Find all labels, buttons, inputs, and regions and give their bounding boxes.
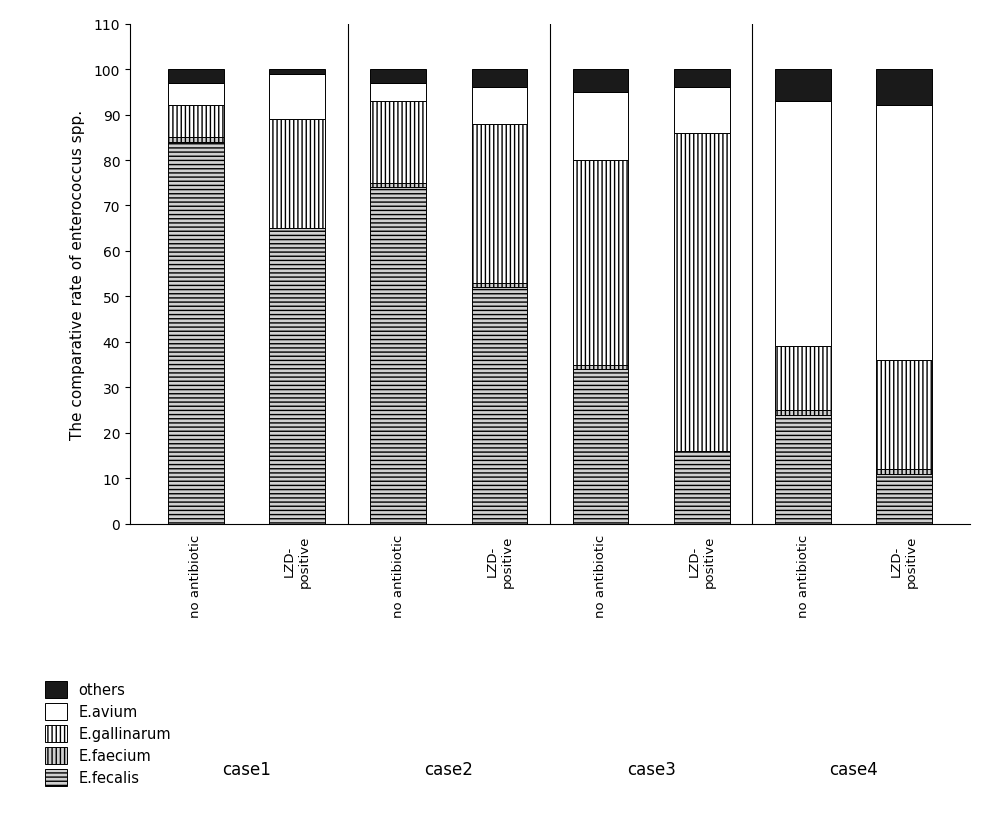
Bar [269, 229, 325, 524]
Bar [573, 365, 628, 369]
Bar [168, 138, 224, 143]
Bar [168, 84, 224, 106]
Bar [573, 70, 628, 93]
Text: case4: case4 [829, 760, 878, 778]
Bar [674, 451, 730, 524]
Bar [775, 410, 831, 415]
Bar [775, 102, 831, 347]
Bar [168, 143, 224, 524]
Bar [674, 133, 730, 451]
Bar [269, 70, 325, 75]
Bar [269, 75, 325, 120]
Bar [370, 183, 426, 188]
Bar [775, 415, 831, 524]
Bar [168, 106, 224, 138]
Bar [370, 188, 426, 524]
Bar [674, 70, 730, 88]
Bar [472, 288, 527, 524]
Bar [876, 106, 932, 360]
Text: case2: case2 [424, 760, 473, 778]
Bar [370, 102, 426, 183]
Y-axis label: The comparative rate of enterococcus spp.: The comparative rate of enterococcus spp… [70, 110, 85, 439]
Bar [472, 283, 527, 288]
Bar [370, 84, 426, 102]
Bar [573, 369, 628, 524]
Legend: others, E.avium, E.gallinarum, E.faecium, E.fecalis: others, E.avium, E.gallinarum, E.faecium… [45, 681, 171, 785]
Bar [775, 70, 831, 102]
Bar [876, 360, 932, 469]
Bar [876, 70, 932, 106]
Bar [573, 93, 628, 161]
Bar [168, 70, 224, 84]
Bar [876, 469, 932, 474]
Bar [573, 161, 628, 365]
Text: case1: case1 [222, 760, 271, 778]
Bar [876, 474, 932, 524]
Bar [674, 88, 730, 133]
Bar [472, 70, 527, 88]
Bar [269, 120, 325, 229]
Bar [472, 124, 527, 283]
Bar [472, 88, 527, 124]
Bar [370, 70, 426, 84]
Bar [775, 347, 831, 410]
Text: case3: case3 [627, 760, 676, 778]
